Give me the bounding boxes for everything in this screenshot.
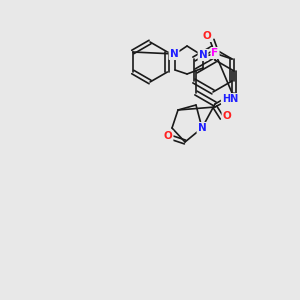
Text: O: O [164,131,172,141]
Text: O: O [203,31,212,41]
Text: F: F [212,48,219,58]
Text: N: N [170,49,178,59]
Text: O: O [223,111,231,121]
Text: HN: HN [222,94,238,104]
Text: N: N [199,50,207,60]
Text: N: N [198,123,206,133]
